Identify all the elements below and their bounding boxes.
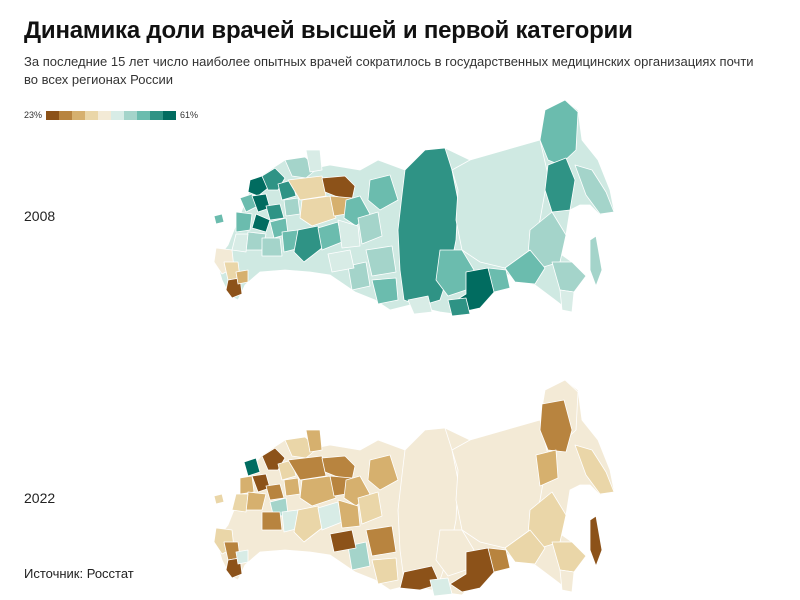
region <box>347 541 371 571</box>
region <box>213 493 225 505</box>
legend-swatch <box>137 110 151 120</box>
region <box>399 565 441 591</box>
legend-color-scale <box>46 110 177 120</box>
region <box>429 577 453 597</box>
region <box>535 449 559 487</box>
legend-swatch <box>72 110 86 120</box>
region <box>265 483 285 501</box>
legend-swatch <box>124 110 138 120</box>
year-label-2022: 2022 <box>24 490 56 506</box>
region <box>589 515 603 567</box>
region <box>305 149 323 173</box>
region <box>299 475 337 507</box>
region <box>239 475 255 495</box>
year-label-2008: 2008 <box>24 208 56 224</box>
legend-min-label: 23% <box>24 110 43 120</box>
region <box>245 491 267 511</box>
chart-title: Динамика доли врачей высшей и первой кат… <box>24 17 633 44</box>
region <box>589 235 603 287</box>
region <box>357 211 383 245</box>
region <box>371 557 399 585</box>
region <box>559 569 575 593</box>
region <box>235 549 249 565</box>
region <box>283 197 301 217</box>
region <box>287 175 327 201</box>
legend-swatch <box>46 110 60 120</box>
region <box>487 267 511 293</box>
region <box>293 505 323 543</box>
region <box>539 99 579 166</box>
region <box>337 499 361 529</box>
region <box>504 249 546 285</box>
region <box>299 195 337 227</box>
region <box>407 295 433 315</box>
color-legend: 23% 61% <box>24 110 198 120</box>
region <box>365 245 397 277</box>
region <box>367 454 399 491</box>
region <box>235 211 253 233</box>
legend-swatch <box>98 110 112 120</box>
region <box>261 237 283 257</box>
legend-swatch <box>150 110 164 120</box>
region <box>347 261 371 291</box>
region <box>243 457 261 477</box>
chart-subtitle: За последние 15 лет число наиболее опытн… <box>24 54 754 87</box>
legend-max-label: 61% <box>180 110 199 120</box>
region <box>559 289 575 313</box>
region <box>551 541 587 573</box>
region <box>261 511 283 531</box>
map-2008 <box>213 99 615 317</box>
region <box>293 225 323 263</box>
region <box>305 429 323 453</box>
region <box>357 491 383 525</box>
region <box>574 444 615 495</box>
region <box>367 174 399 211</box>
region <box>544 157 576 213</box>
region <box>504 529 546 565</box>
region <box>365 525 397 557</box>
legend-swatch <box>111 110 125 120</box>
region <box>574 164 615 215</box>
region <box>337 219 361 249</box>
region <box>247 175 269 197</box>
map-2022 <box>213 379 615 597</box>
region <box>251 213 271 233</box>
legend-swatch <box>163 110 177 120</box>
region <box>329 529 357 553</box>
region <box>235 269 249 285</box>
region <box>551 261 587 293</box>
region <box>487 547 511 573</box>
region <box>213 213 225 225</box>
region <box>231 233 249 253</box>
region <box>283 477 301 497</box>
region <box>371 277 399 305</box>
region <box>327 249 355 273</box>
source-note: Источник: Росстат <box>24 566 134 581</box>
legend-swatch <box>59 110 73 120</box>
region <box>287 455 327 481</box>
region <box>231 493 249 513</box>
region <box>539 399 573 453</box>
region <box>447 297 471 317</box>
legend-swatch <box>85 110 99 120</box>
region <box>265 203 285 221</box>
